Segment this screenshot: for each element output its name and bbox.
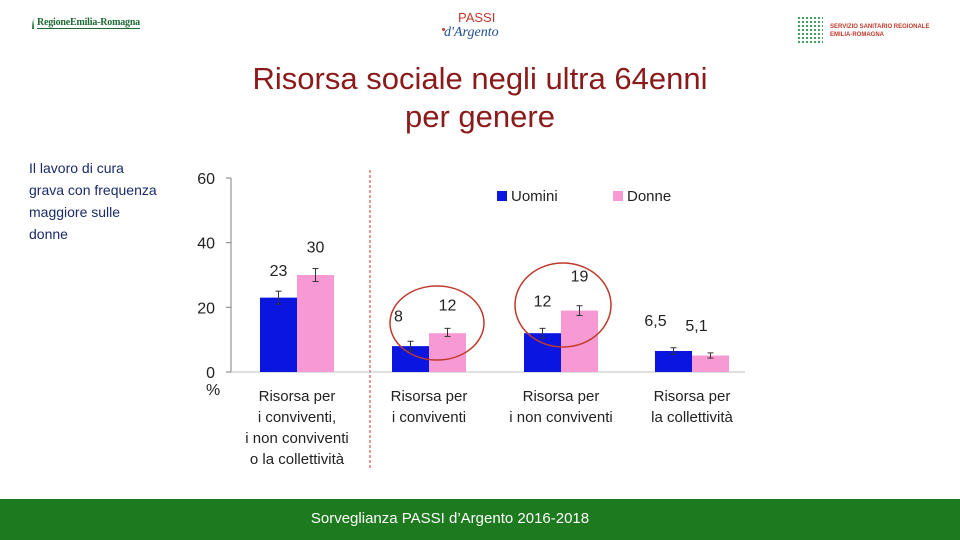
side-note: Il lavoro di cura grava con frequenza ma… xyxy=(29,160,157,242)
x-category-label: i non conviventi xyxy=(245,430,348,447)
x-category-label: Risorsa per xyxy=(391,388,468,405)
title-line2: per genere xyxy=(405,99,555,134)
bar-donne xyxy=(692,355,729,372)
data-label: 19 xyxy=(571,269,589,286)
y-axis-unit: % xyxy=(206,382,220,399)
x-category-label: Risorsa per xyxy=(259,388,336,405)
data-label: 5,1 xyxy=(685,318,707,335)
x-category-label: i non conviventi xyxy=(509,409,612,426)
regione-emilia-romagna-logo: RegioneEmilia-Romagna xyxy=(32,14,140,32)
x-category-label: Risorsa per xyxy=(523,388,600,405)
y-tick-label: 60 xyxy=(197,171,215,188)
footer-text: Sorveglianza PASSI d’Argento 2016-2018 xyxy=(310,510,590,527)
data-label: 23 xyxy=(270,263,288,280)
x-category-label: i conviventi xyxy=(392,409,466,426)
x-category-label: i conviventi, xyxy=(258,409,336,426)
data-label: 8 xyxy=(394,308,403,325)
legend-swatch-donne xyxy=(613,191,623,201)
servizio-sanitario-logo: SERVIZIO SANITARIO REGIONALE EMILIA-ROMA… xyxy=(797,16,937,46)
regione-logo-icon xyxy=(32,17,34,29)
y-tick-label: 20 xyxy=(197,300,215,317)
logo-argento-text: d'Argento xyxy=(444,25,499,40)
data-label: 12 xyxy=(439,297,457,314)
bar-donne xyxy=(297,275,334,372)
legend-label-uomini: Uomini xyxy=(511,188,558,205)
bar-donne xyxy=(429,333,466,372)
legend-label-donne: Donne xyxy=(627,188,671,205)
dot-grid-icon xyxy=(797,16,823,44)
x-category-label: o la collettività xyxy=(250,451,345,468)
legend-swatch-uomini xyxy=(497,191,507,201)
bar-uomini xyxy=(524,333,561,372)
regione-logo-text: RegioneEmilia-Romagna xyxy=(36,17,140,29)
bar-uomini xyxy=(260,297,297,372)
x-category-label: Risorsa per xyxy=(654,388,731,405)
title-line1: Risorsa sociale negli ultra 64enni xyxy=(252,61,708,96)
logo-dot-icon xyxy=(442,28,445,31)
passi-argento-logo: PASSI d'Argento xyxy=(440,8,520,48)
highlight-circle xyxy=(514,262,612,348)
logo-passi-text: PASSI xyxy=(458,10,496,25)
logo-right-line1: SERVIZIO SANITARIO REGIONALE xyxy=(830,24,930,30)
y-tick-label: 0 xyxy=(206,365,215,382)
x-category-label: la collettività xyxy=(651,409,733,426)
bar-uomini xyxy=(655,350,692,372)
data-label: 12 xyxy=(534,293,552,310)
data-label: 30 xyxy=(307,240,325,257)
bar-donne xyxy=(561,310,598,372)
footer-bar xyxy=(0,499,960,540)
bar-chart: 0 20 40 60% 23 8 12 6,5 30 12 19 5,1 Risorsa per i c… xyxy=(197,170,745,468)
slide-title: Risorsa sociale negli ultra 64enni per g… xyxy=(180,60,780,136)
highlight-circle xyxy=(389,285,485,361)
data-label: 6,5 xyxy=(644,313,666,330)
logo-right-line2: EMILIA-ROMAGNA xyxy=(830,32,884,38)
y-tick-label: 40 xyxy=(197,236,215,253)
